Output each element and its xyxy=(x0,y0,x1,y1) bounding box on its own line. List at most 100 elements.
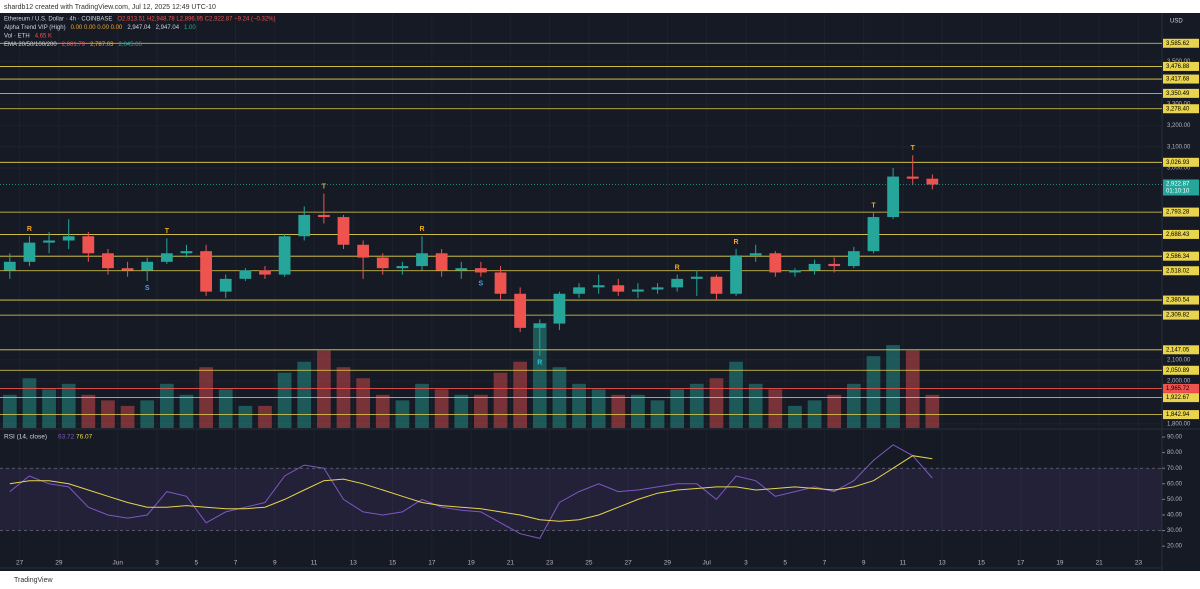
signal-label: T xyxy=(871,203,876,210)
rsi-tick-label: 20.00 xyxy=(1167,544,1183,550)
candle-body xyxy=(749,253,762,256)
volume-bar xyxy=(297,361,312,428)
signal-label: R xyxy=(27,226,32,233)
candle-body xyxy=(553,293,566,324)
signal-label: S xyxy=(479,281,484,288)
volume-bar xyxy=(807,400,822,428)
currency: USD xyxy=(1170,19,1183,25)
volume-bar xyxy=(375,394,390,428)
legend-text: Alpha Trend VIP (High) xyxy=(4,25,66,31)
level-label-bg xyxy=(1163,207,1199,217)
candle-body xyxy=(239,270,252,279)
volume-bar xyxy=(709,378,724,428)
volume-bar xyxy=(258,405,272,428)
volume-bar xyxy=(513,361,528,428)
volume-bar xyxy=(454,394,469,428)
candle-body xyxy=(102,253,114,269)
candle-body xyxy=(475,268,487,273)
level-label: 2,793.28 xyxy=(1166,210,1190,216)
volume-bar xyxy=(238,405,253,428)
rsi-ma-value: 76.07 xyxy=(76,434,93,441)
volume-bar xyxy=(532,323,547,428)
level-label-bg xyxy=(1163,74,1199,84)
volume-bar xyxy=(670,389,685,428)
volume-bar xyxy=(22,378,37,428)
signal-label: T xyxy=(165,228,170,235)
signal-label: R xyxy=(419,226,424,233)
candle-body xyxy=(121,268,134,271)
candle-body xyxy=(435,253,448,271)
volume-bar xyxy=(277,372,292,428)
candle-body xyxy=(632,289,644,292)
candle-body xyxy=(847,251,860,267)
footer: TradingView xyxy=(14,577,53,584)
y-tick-label: 2,000.00 xyxy=(1167,379,1191,385)
candle-body xyxy=(710,276,723,294)
plot: 27 29 Jun 3 5 7 9 11 13 15 17 19 21 23 25 27 29 Jul 3 5 7 9 11… xyxy=(0,14,1199,568)
candle-body xyxy=(867,217,880,252)
candle-body xyxy=(337,217,350,245)
volume-bar xyxy=(101,400,115,428)
y-tick-label: 3,100.00 xyxy=(1167,144,1191,150)
legend-text: 1.00 xyxy=(184,25,196,31)
volume-bar xyxy=(316,350,331,428)
rsi-ma-line xyxy=(9,455,933,522)
rsi-tick-label: 40.00 xyxy=(1167,513,1183,519)
volume-bar xyxy=(120,405,135,428)
volume-bar xyxy=(42,389,56,428)
x-tick-label: 17 xyxy=(1017,560,1025,567)
volume-bar xyxy=(788,405,802,428)
x-tick-label: 21 xyxy=(1096,560,1104,567)
rsi-tick-label: 80.00 xyxy=(1167,450,1183,456)
volume-bar xyxy=(395,400,410,428)
x-tick-label: 11 xyxy=(900,560,907,567)
candle-body xyxy=(789,270,801,273)
x-tick-label: 3 xyxy=(155,560,159,567)
candle-body xyxy=(3,261,16,271)
y-tick-label: 3,200.00 xyxy=(1167,123,1191,129)
volume-bar xyxy=(81,394,96,428)
level-label: 1,842.94 xyxy=(1166,412,1190,418)
legend-text: 0.00 0.00 0.00 0.00 xyxy=(71,25,123,31)
candle-body xyxy=(651,287,664,290)
x-tick-label: 15 xyxy=(978,560,986,567)
volume-bar xyxy=(925,394,940,428)
candle-body xyxy=(730,255,742,294)
x-tick-label: 21 xyxy=(507,560,515,567)
y-tick-label: 2,100.00 xyxy=(1167,357,1191,363)
volume-bar xyxy=(474,394,488,428)
level-label: 2,586.34 xyxy=(1166,254,1190,260)
level-label-bg xyxy=(1163,383,1199,393)
candle-body xyxy=(455,268,468,271)
candle-body xyxy=(690,276,703,279)
rsi-tick-label: 50.00 xyxy=(1167,497,1183,503)
x-tick-label: 27 xyxy=(624,560,632,567)
volume-bar xyxy=(415,383,429,428)
level-label-bg xyxy=(1163,345,1199,355)
candle-body xyxy=(141,261,154,271)
signal-label: R xyxy=(537,359,542,366)
x-tick-label: 7 xyxy=(823,560,827,567)
level-label-bg xyxy=(1163,295,1199,305)
candle-body xyxy=(671,278,684,288)
rsi-value: 63.72 xyxy=(58,434,75,441)
level-label: 1,922.67 xyxy=(1166,395,1190,401)
x-tick-label: 3 xyxy=(744,560,748,567)
candle-body xyxy=(416,253,428,267)
x-tick-label: 29 xyxy=(664,560,672,567)
level-label-bg xyxy=(1163,410,1199,420)
legend-text: 2,645.66 xyxy=(118,42,142,48)
volume-bar xyxy=(591,389,606,428)
level-label-bg xyxy=(1163,61,1199,71)
y-tick-label: 1,800.00 xyxy=(1167,421,1191,427)
volume-bar xyxy=(631,394,645,428)
current-price-bg xyxy=(1163,179,1199,196)
level-label: 3,585.62 xyxy=(1166,41,1190,47)
legend-text: 4.65 K xyxy=(35,34,52,40)
volume-bar xyxy=(61,383,76,428)
signal-label: R xyxy=(675,264,680,271)
header: shardb12 created with TradingView.com, J… xyxy=(4,4,216,11)
signal-label: T xyxy=(911,145,916,152)
level-label-bg xyxy=(1163,157,1199,167)
candle-body xyxy=(357,244,370,258)
